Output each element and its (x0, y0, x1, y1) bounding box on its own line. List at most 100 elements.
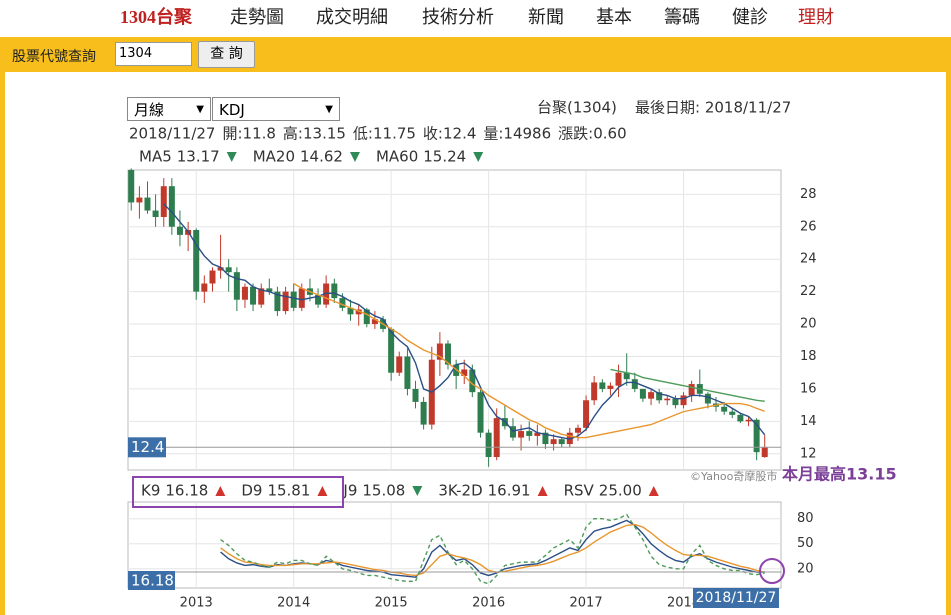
side-border (0, 72, 5, 615)
nav-link[interactable]: 理財 (798, 7, 834, 28)
x-tick-label: 2013 (180, 596, 213, 611)
candle-body (721, 406, 728, 412)
search-button[interactable]: 查 詢 (198, 41, 255, 68)
candle-body (583, 400, 590, 428)
period-select[interactable]: 月線 ▼ (127, 97, 211, 121)
candle-body (542, 432, 549, 445)
series-line (220, 519, 765, 578)
y-tick-label: 20 (797, 561, 814, 576)
candle-body (347, 307, 354, 315)
trend-arrow (537, 486, 548, 496)
info-item: 漲跌:0.60 (558, 125, 626, 143)
trend-arrow (349, 152, 360, 162)
candle-body (225, 267, 232, 273)
side-border (946, 72, 951, 615)
legend-name: 3K-2D (438, 482, 482, 500)
candle-body (266, 288, 273, 292)
annotation: 本月最高13.15 (782, 465, 897, 484)
nav-link[interactable]: 基本 (596, 7, 632, 28)
highlight-box (132, 476, 344, 508)
candle-body (591, 382, 598, 401)
y-tick-label: 14 (800, 414, 817, 429)
x-tick-label: 2015 (375, 596, 408, 611)
nav-link[interactable]: 籌碼 (664, 7, 700, 28)
candle-body (664, 398, 671, 401)
candle-body (526, 431, 533, 436)
candle-body (233, 272, 240, 300)
trend-arrow (317, 486, 328, 496)
k-badge (128, 571, 175, 590)
nav-link[interactable]: 走勢圖 (230, 7, 284, 28)
candle-body (176, 226, 183, 235)
candle-body (404, 356, 411, 389)
info-item: 低:11.75 (353, 125, 416, 143)
candle-body (128, 170, 135, 203)
legend-name: MA60 (376, 148, 418, 166)
candle-body (388, 328, 395, 373)
candle-body (631, 379, 638, 389)
nav-brand[interactable]: 1304台聚 (120, 7, 192, 27)
select-arrow: ▼ (196, 104, 204, 115)
candle-body (477, 392, 484, 433)
candle-body (680, 395, 687, 406)
search-input[interactable]: 1304 (115, 42, 192, 66)
trend-arrow (648, 486, 659, 496)
x-tick-label: 2017 (570, 596, 603, 611)
select-arrow: ▼ (325, 104, 333, 115)
y-tick-label: 26 (800, 219, 817, 234)
candle-body (290, 291, 297, 308)
candle-body (420, 401, 427, 425)
series-line (610, 368, 765, 402)
candle-body (282, 291, 289, 312)
candle-body (558, 439, 565, 445)
nav-link[interactable]: 新聞 (528, 7, 564, 28)
y-tick-label: 22 (800, 284, 817, 299)
candle-body (363, 309, 370, 325)
legend-value: 15.08 (362, 482, 405, 500)
y-tick-label: 16 (800, 381, 817, 396)
candle-body (623, 372, 630, 380)
series-line (163, 203, 766, 440)
candle-body (209, 270, 216, 284)
last-date: 最後日期: 2018/11/27 (635, 99, 791, 117)
k-badge-text: 16.18 (131, 572, 174, 590)
candle-body (250, 286, 257, 305)
candle-body (323, 283, 330, 305)
legend-value: 25.00 (599, 482, 642, 500)
nav-link[interactable]: 技術分析 (422, 7, 494, 28)
y-tick-label: 18 (800, 349, 817, 364)
legend-name: J9 (342, 482, 357, 500)
candle-body (615, 372, 622, 386)
search-bar: 股票代號查詢 1304 查 詢 (0, 37, 951, 72)
candle-body (501, 418, 508, 427)
candle-body (656, 392, 663, 401)
candle-body (144, 197, 151, 211)
candle-body (160, 186, 167, 218)
legend-name: K9 (141, 482, 160, 500)
candle-body (493, 418, 500, 458)
candle-body (574, 427, 581, 433)
y-tick-label: 24 (800, 252, 817, 267)
candle-body (331, 283, 338, 299)
candle-body (639, 388, 646, 399)
info-item: 2018/11/27 (129, 125, 215, 143)
nav-link[interactable]: 健診 (732, 7, 768, 28)
candle-body (315, 294, 322, 305)
candle-body (136, 197, 143, 203)
trend-arrow (215, 486, 226, 496)
legend-value: 15.81 (267, 482, 310, 500)
indicator-select[interactable]: KDJ ▼ (212, 97, 340, 121)
plot-frame (127, 169, 782, 471)
info-item: 開:11.8 (222, 125, 275, 143)
candle-body (712, 403, 719, 407)
candle-body (518, 431, 525, 438)
x-tick-label: 2016 (472, 596, 505, 611)
price-badge (128, 437, 166, 458)
credit: ©Yahoo奇摩股市 (690, 469, 777, 483)
info-item: 高:13.15 (283, 125, 346, 143)
trend-arrow (412, 486, 423, 496)
y-tick-label: 28 (800, 187, 817, 202)
nav-link[interactable]: 成交明細 (316, 7, 388, 28)
